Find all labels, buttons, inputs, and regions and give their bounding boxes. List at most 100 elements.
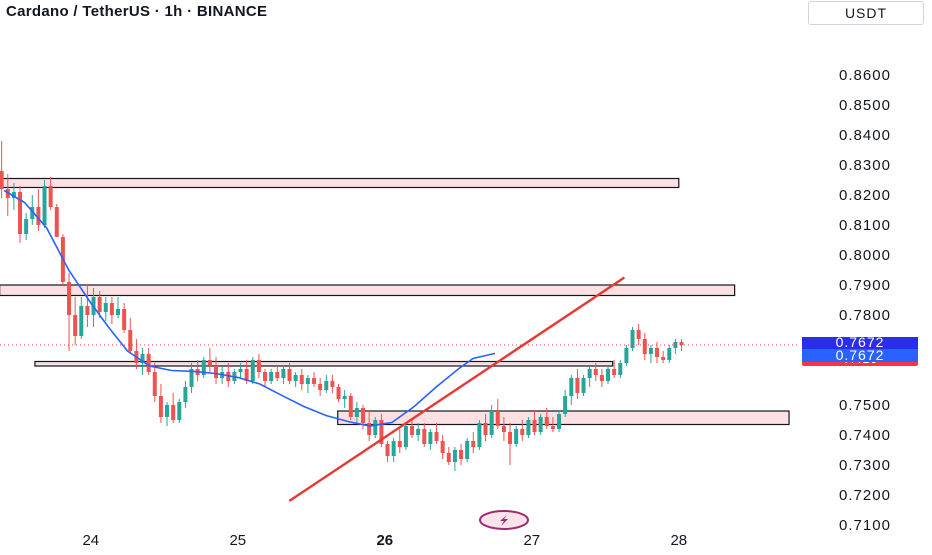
candle xyxy=(48,177,53,210)
candle-body xyxy=(557,414,562,429)
candle-body xyxy=(410,426,415,435)
candle-body xyxy=(403,426,408,447)
candle-body xyxy=(122,309,127,330)
candle-body xyxy=(287,369,292,381)
candle-body xyxy=(67,282,72,315)
candle-body xyxy=(428,432,433,444)
time-tick-label: 24 xyxy=(82,532,99,549)
candle xyxy=(575,369,580,399)
candle-body xyxy=(581,378,586,393)
candle xyxy=(122,303,127,333)
candle-body xyxy=(324,381,329,390)
candle xyxy=(146,348,151,375)
candle-body xyxy=(116,309,121,315)
candle-body xyxy=(24,219,29,234)
candle-body xyxy=(648,348,653,354)
candle-body xyxy=(661,357,666,360)
candle xyxy=(403,423,408,450)
candle xyxy=(514,426,519,447)
ma-badge-1: 0.7672 xyxy=(802,334,918,350)
price-tick-label: 0.8000 xyxy=(839,247,891,264)
price-tick-label: 0.7200 xyxy=(839,487,891,504)
candle xyxy=(452,447,457,471)
candle xyxy=(256,354,261,378)
candle xyxy=(336,384,341,402)
candle-body xyxy=(158,396,163,417)
candle-body xyxy=(642,339,647,354)
candle xyxy=(354,402,359,423)
candle-body xyxy=(79,306,84,336)
candle-body xyxy=(667,348,672,360)
candle-body xyxy=(391,441,396,456)
candle xyxy=(544,408,549,429)
candle xyxy=(177,399,182,423)
candle-body xyxy=(367,423,372,435)
candle-body xyxy=(128,330,133,351)
candle xyxy=(538,414,543,435)
candle-body xyxy=(171,405,176,420)
candle-body xyxy=(189,369,194,387)
candle xyxy=(263,369,268,387)
candle-body xyxy=(361,408,366,423)
zone-rect xyxy=(34,360,614,367)
price-tick-label: 0.7800 xyxy=(839,307,891,324)
candle-body xyxy=(165,405,170,417)
candle-body xyxy=(85,306,90,315)
price-tick-label: 0.7900 xyxy=(839,277,891,294)
currency-button[interactable]: USDT xyxy=(808,1,924,25)
candle xyxy=(305,375,310,393)
candle-body xyxy=(238,369,243,372)
candle-body xyxy=(48,186,53,207)
candle xyxy=(24,213,29,240)
zone-rect xyxy=(0,177,680,189)
time-axis-layer: 24 25 26 27 28 xyxy=(82,532,687,549)
candle-body xyxy=(563,396,568,414)
candle-body xyxy=(673,342,678,348)
watermark-layer xyxy=(479,510,529,530)
candle xyxy=(36,189,41,231)
candle-body xyxy=(569,378,574,396)
candle-body xyxy=(146,354,151,372)
candle xyxy=(30,195,35,225)
candle-body xyxy=(244,369,249,381)
candle-body xyxy=(336,387,341,399)
candle-body xyxy=(207,360,212,366)
candle xyxy=(201,357,206,378)
candle-body xyxy=(36,207,41,225)
candle-body xyxy=(679,342,684,345)
candle-body xyxy=(263,372,268,381)
candle xyxy=(348,393,353,420)
chart-title: Cardano / TetherUS · 1h · BINANCE xyxy=(6,3,268,20)
candle xyxy=(550,417,555,432)
candle-body xyxy=(520,429,525,435)
candle xyxy=(416,423,421,441)
candle-body xyxy=(109,303,114,315)
candle xyxy=(0,141,4,198)
candle-body xyxy=(526,420,531,435)
candle-body xyxy=(618,363,623,375)
candle xyxy=(612,360,617,378)
candle xyxy=(557,411,562,432)
candle xyxy=(373,417,378,438)
candle-body xyxy=(354,408,359,417)
candle xyxy=(54,204,59,237)
candle xyxy=(446,447,451,465)
ma-badge-1-value: 0.7672 xyxy=(836,334,885,350)
candle xyxy=(18,186,23,243)
candle-body xyxy=(636,330,641,339)
candle-body xyxy=(11,192,16,198)
candle xyxy=(158,384,163,423)
candle-body xyxy=(501,426,506,432)
candle xyxy=(67,273,72,351)
candle-body xyxy=(379,420,384,444)
candle xyxy=(624,345,629,366)
ma-badge-1-bg xyxy=(802,337,918,349)
candle-body xyxy=(18,192,23,234)
price-tick-label: 0.7400 xyxy=(839,427,891,444)
time-tick-label: 26 xyxy=(376,532,393,549)
candle-body xyxy=(385,444,390,456)
candle-body xyxy=(550,426,555,429)
candle-body xyxy=(214,366,219,378)
